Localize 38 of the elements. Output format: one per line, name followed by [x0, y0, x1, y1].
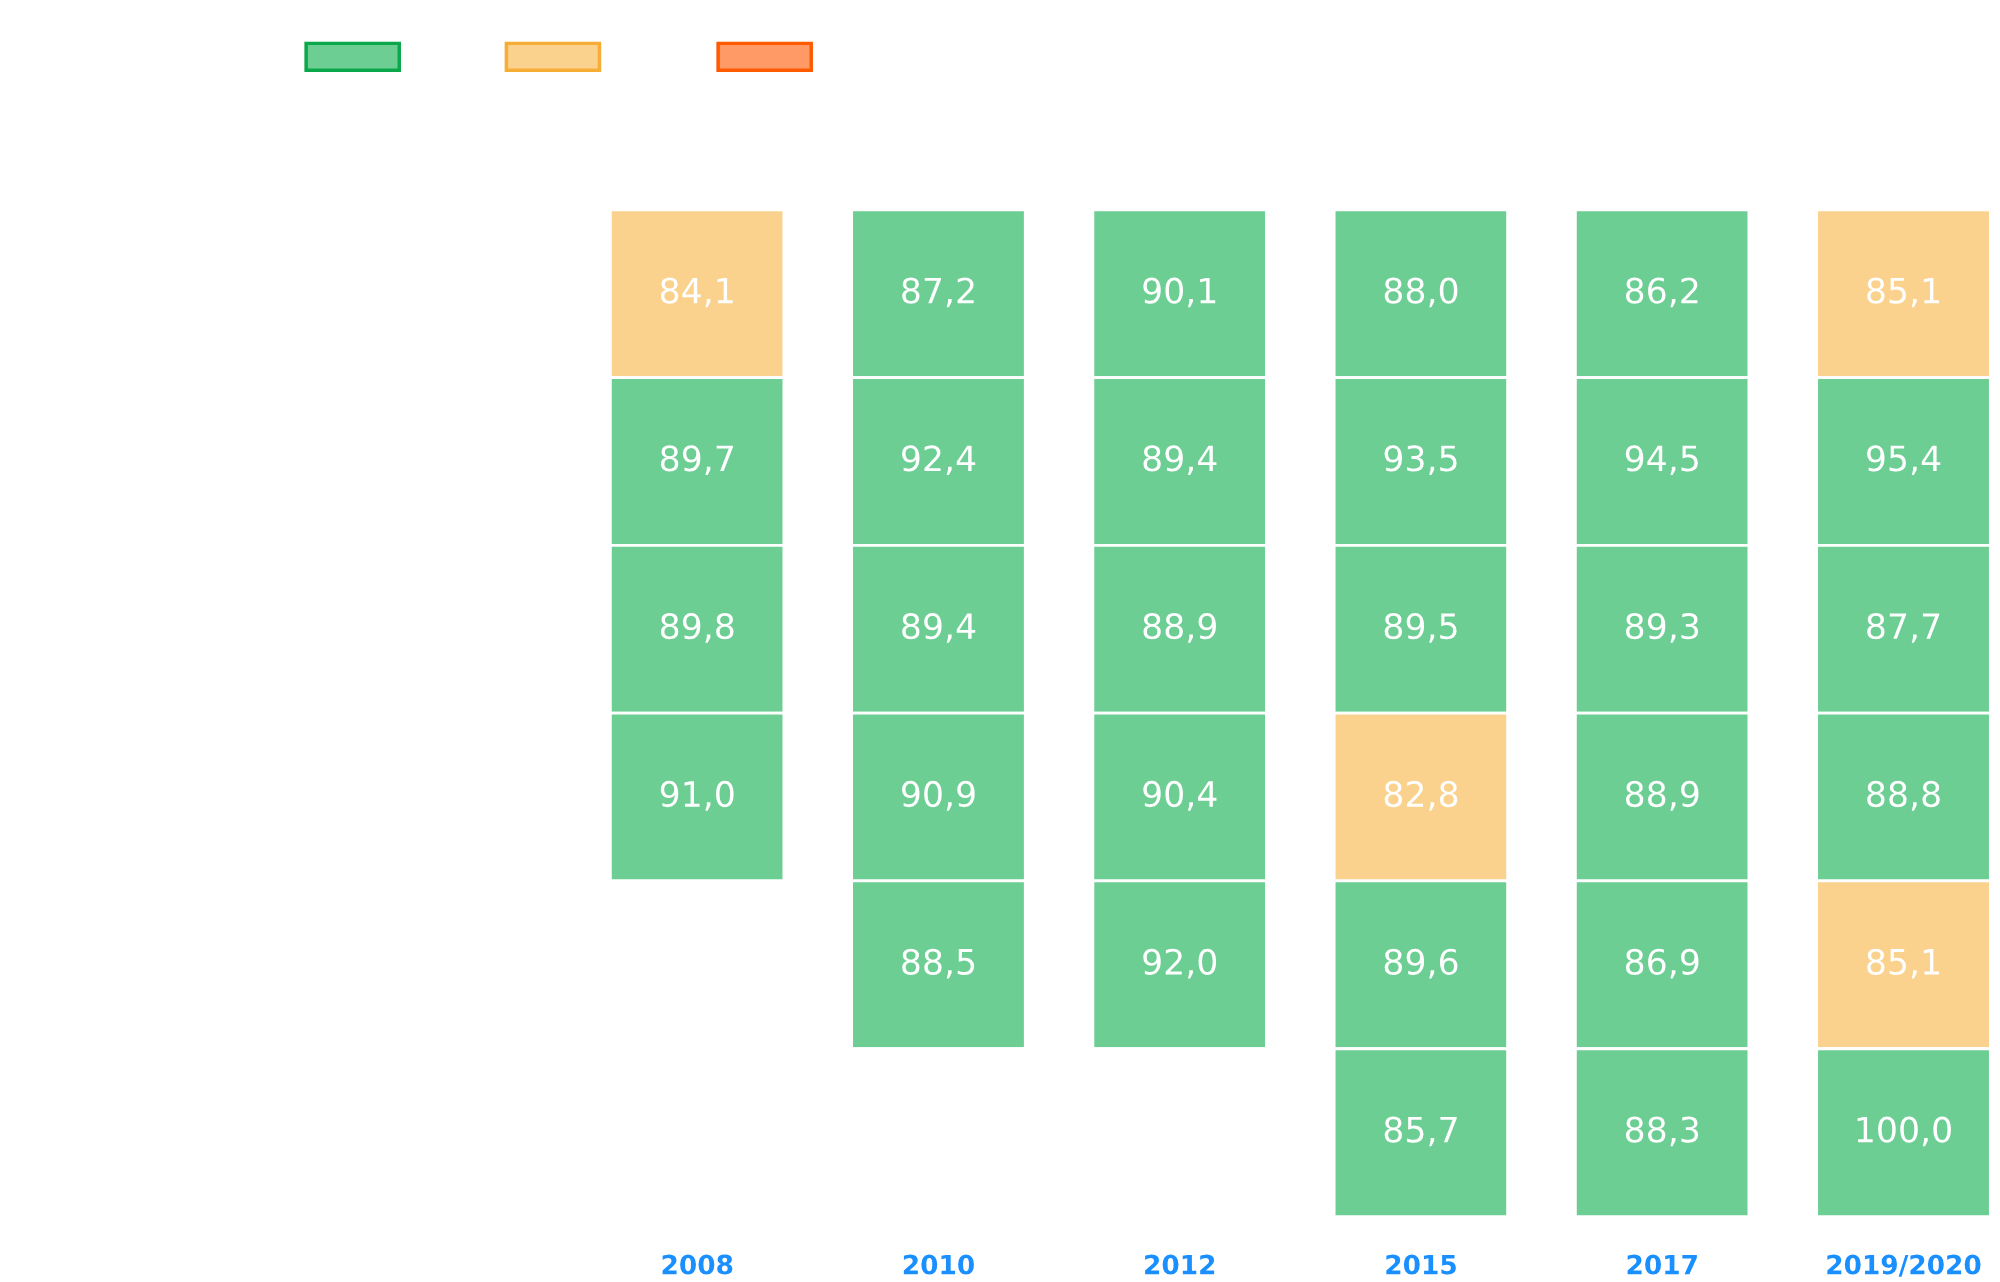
data-label: 85,1 — [1867, 277, 1939, 308]
data-label: 89,3 — [1625, 613, 1699, 643]
x-tick-label: 2015 — [1386, 1254, 1456, 1275]
data-label: 88,3 — [1625, 1116, 1699, 1147]
data-label: 92,0 — [1143, 948, 1217, 979]
x-tick-label: 2012 — [1145, 1254, 1215, 1275]
data-label: 88,8 — [1867, 780, 1940, 811]
data-label: 91,0 — [660, 780, 734, 811]
x-tick-label: 2008 — [662, 1254, 733, 1275]
data-label: 86,9 — [1625, 948, 1699, 979]
data-label: 89,5 — [1384, 613, 1457, 643]
data-label: 100,0 — [1857, 1116, 1951, 1147]
data-label: 89,4 — [902, 613, 976, 643]
x-tick-label: 2019/2020 — [1827, 1254, 1981, 1277]
data-label: 92,4 — [902, 445, 976, 476]
x-tick-label: 2010 — [903, 1254, 974, 1275]
data-label: 82,8 — [1384, 780, 1458, 811]
data-label: 90,9 — [902, 780, 975, 811]
data-label: 89,4 — [1143, 445, 1217, 476]
data-label: 89,8 — [660, 613, 734, 643]
data-label: 89,7 — [660, 445, 733, 476]
data-label: 88,5 — [902, 948, 975, 979]
data-label: 93,5 — [1384, 445, 1457, 476]
data-label: 87,7 — [1867, 613, 1940, 643]
data-label: 88,9 — [1143, 613, 1216, 643]
data-label: 85,1 — [1867, 948, 1939, 979]
data-label: 94,5 — [1625, 445, 1698, 476]
data-label: 89,6 — [1384, 948, 1458, 979]
data-label: 85,7 — [1384, 1116, 1457, 1147]
data-label: 95,4 — [1867, 445, 1941, 476]
data-label: 88,9 — [1625, 780, 1699, 811]
x-tick-label: 2017 — [1627, 1254, 1697, 1275]
data-label: 87,2 — [902, 277, 974, 308]
data-label: 84,1 — [660, 277, 733, 308]
data-label: 90,1 — [1143, 277, 1216, 308]
data-label: 88,0 — [1384, 277, 1458, 308]
data-label: 90,4 — [1143, 780, 1217, 811]
data-label: 86,2 — [1625, 277, 1698, 308]
